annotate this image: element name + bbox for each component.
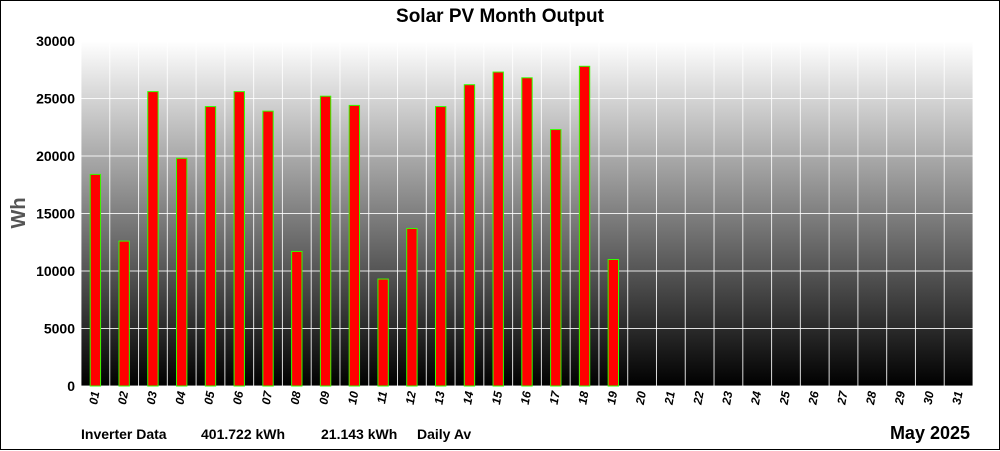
x-tick-label: 04: [173, 390, 189, 406]
x-tick-label: 07: [259, 389, 275, 406]
bar-10: [348, 104, 361, 387]
y-tick-label: 20000: [36, 148, 75, 164]
x-tick-label: 16: [518, 390, 534, 406]
x-tick-label: 19: [604, 390, 620, 406]
y-axis-ticks: 0 5000 10000 15000 20000 25000 30000: [36, 33, 75, 394]
grid: [80, 40, 974, 387]
bar-02: [118, 240, 130, 387]
x-tick-label: 26: [805, 390, 821, 407]
x-tick-label: 21: [662, 390, 678, 407]
bar-12: [406, 227, 418, 387]
y-tick-label: 0: [67, 378, 75, 394]
x-tick-label: 02: [115, 390, 131, 406]
x-tick-label: 05: [201, 390, 217, 406]
footer-line: Inverter Data 401.722 kWh 21.143 kWh Dai…: [81, 426, 471, 442]
x-tick-label: 24: [748, 390, 764, 407]
x-tick-label: 23: [719, 390, 735, 407]
x-tick-label: 20: [633, 390, 649, 407]
bar-09: [319, 95, 332, 387]
chart-title: Solar PV Month Output: [396, 6, 605, 27]
footer-daily-avg-label: Daily Av: [417, 426, 471, 442]
y-tick-label: 25000: [36, 91, 75, 107]
bar-15: [492, 71, 504, 387]
x-tick-label: 22: [690, 390, 706, 407]
bars: [89, 65, 620, 387]
x-tick-label: 30: [921, 390, 937, 406]
bar-05: [204, 106, 217, 387]
y-tick-label: 10000: [36, 263, 75, 279]
footer-period: May 2025: [890, 423, 970, 443]
bar-14: [463, 84, 476, 387]
bar-18: [578, 65, 591, 387]
x-tick-label: 11: [374, 390, 390, 405]
x-tick-label: 15: [489, 390, 505, 406]
bar-07: [262, 110, 274, 387]
x-tick-label: 31: [949, 390, 965, 406]
x-tick-label: 13: [432, 390, 448, 406]
bar-11: [377, 278, 389, 387]
bar-19: [607, 259, 620, 387]
x-tick-label: 18: [575, 390, 591, 406]
y-tick-label: 5000: [44, 321, 75, 337]
x-tick-label: 09: [316, 390, 332, 406]
x-tick-label: 12: [403, 390, 419, 406]
bar-17: [550, 129, 562, 387]
bar-08: [291, 250, 303, 387]
bar-16: [521, 77, 533, 387]
x-tick-label: 10: [345, 390, 361, 406]
y-tick-label: 30000: [36, 33, 75, 49]
x-tick-label: 08: [288, 390, 304, 406]
footer-total: 401.722 kWh: [201, 426, 285, 442]
bar-01: [89, 173, 102, 387]
x-tick-label: 29: [892, 390, 908, 407]
x-tick-label: 03: [144, 390, 160, 406]
x-axis-ticks: 01 02 03 04 05 06 07 08 09 10 11 12 13 14 15 16 17 18 19 20…: [86, 389, 965, 407]
footer-source: Inverter Data: [81, 426, 167, 442]
x-tick-label: 17: [547, 389, 563, 406]
bar-04: [176, 157, 188, 387]
x-tick-label: 06: [230, 390, 246, 406]
x-tick-label: 28: [863, 390, 879, 407]
y-tick-label: 15000: [36, 206, 75, 222]
footer-daily-avg: 21.143 kWh: [321, 426, 397, 442]
bar-03: [147, 91, 159, 387]
y-axis-label: Wh: [8, 197, 30, 228]
x-tick-label: 27: [834, 389, 851, 407]
bar-13: [434, 106, 447, 387]
x-tick-label: 25: [777, 390, 793, 407]
x-tick-label: 14: [460, 390, 476, 406]
x-tick-label: 01: [86, 390, 102, 406]
bar-06: [233, 91, 245, 387]
